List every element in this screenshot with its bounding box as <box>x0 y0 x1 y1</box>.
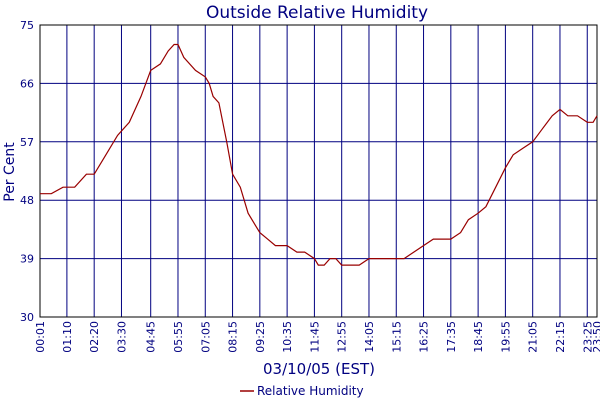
y-tick-label: 48 <box>20 194 34 207</box>
x-tick-label: 02:20 <box>88 321 101 353</box>
x-tick-label: 00:01 <box>34 321 47 353</box>
x-tick-label: 12:55 <box>336 321 349 353</box>
x-tick-label: 08:15 <box>227 321 240 353</box>
x-tick-label: 05:55 <box>172 321 185 353</box>
y-tick-label: 30 <box>20 311 34 324</box>
x-tick-label: 16:25 <box>418 321 431 353</box>
x-tick-label: 14:05 <box>363 321 376 353</box>
x-tick-label: 18:45 <box>472 321 485 353</box>
y-tick-label: 75 <box>20 19 34 32</box>
x-tick-label: 03:30 <box>115 321 128 353</box>
x-axis-label: 03/10/05 (EST) <box>263 360 375 378</box>
y-tick-labels: 30 39 48 57 66 75 <box>20 19 34 324</box>
x-tick-label: 23:25 <box>581 321 594 353</box>
x-tick-label: 07:05 <box>199 321 212 353</box>
y-tick-label: 66 <box>20 77 34 90</box>
x-tick-label: 11:45 <box>308 321 321 353</box>
y-tick-label: 39 <box>20 253 34 266</box>
legend: Relative Humidity <box>240 384 364 398</box>
x-tick-label: 01:10 <box>61 321 74 353</box>
legend-label: Relative Humidity <box>257 384 364 398</box>
x-tick-label: 22:15 <box>554 321 567 353</box>
x-tick-label: 15:15 <box>390 321 403 353</box>
x-tick-label: 23:50 <box>591 321 600 353</box>
chart-title: Outside Relative Humidity <box>206 3 428 23</box>
x-tick-label: 04:45 <box>145 321 158 353</box>
series-line-relative-humidity <box>40 43 598 266</box>
y-axis-label: Per Cent <box>2 142 18 202</box>
grid-lines <box>39 24 598 318</box>
x-tick-label: 19:55 <box>499 321 512 353</box>
x-tick-label: 10:35 <box>281 321 294 353</box>
x-tick-label: 17:35 <box>445 321 458 353</box>
plot-area-frame <box>39 24 598 318</box>
x-tick-labels: 00:01 01:10 02:20 03:30 04:45 05:55 07:05 08:15… <box>34 321 600 353</box>
x-tick-label: 09:25 <box>254 321 267 353</box>
y-tick-label: 57 <box>20 136 34 149</box>
x-tick-label: 21:05 <box>527 321 540 353</box>
